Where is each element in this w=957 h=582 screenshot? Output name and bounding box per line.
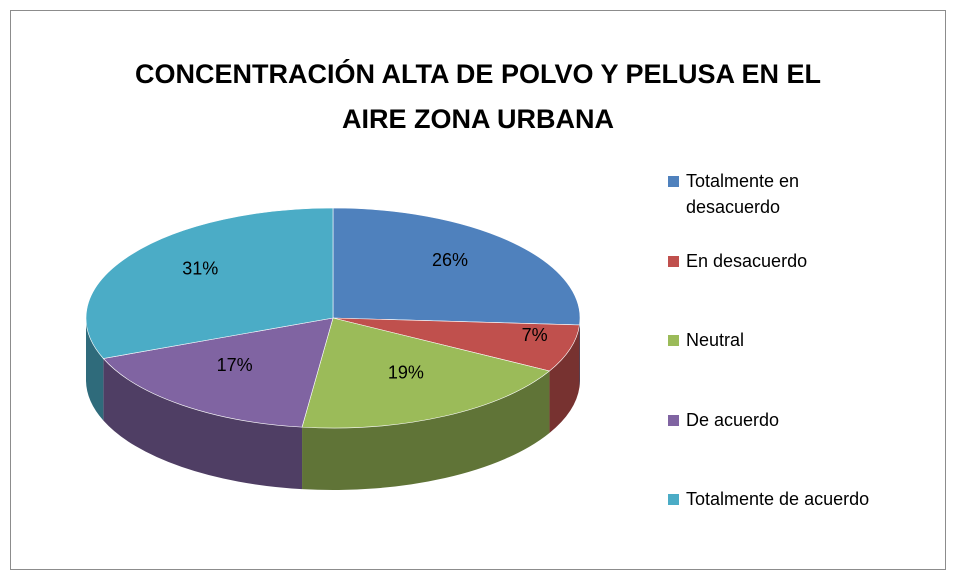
legend-item: Totalmente de acuerdo xyxy=(668,486,869,512)
data-label: 26% xyxy=(432,250,468,270)
legend-item: Totalmente en desacuerdo xyxy=(668,168,856,220)
slice xyxy=(102,317,334,428)
slice xyxy=(85,207,334,359)
slice xyxy=(332,317,580,372)
legend-swatch xyxy=(668,494,679,505)
slice-side xyxy=(302,370,550,490)
legend-label: En desacuerdo xyxy=(686,250,808,271)
legend-label: Totalmente en desacuerdo xyxy=(686,171,800,217)
legend-label: De acuerdo xyxy=(686,409,780,430)
legend-item: De acuerdo xyxy=(668,407,779,433)
slice-side xyxy=(86,318,104,421)
legend-swatch xyxy=(668,255,679,267)
data-label: 7% xyxy=(522,325,548,345)
legend-swatch xyxy=(668,176,679,187)
slice xyxy=(332,207,581,326)
data-label: 19% xyxy=(388,362,424,382)
legend-swatch xyxy=(668,335,679,346)
data-label: 31% xyxy=(182,259,218,279)
legend-label: Neutral xyxy=(686,330,745,350)
legend-item: En desacuerdo xyxy=(668,248,807,274)
legend-item: Neutral xyxy=(668,327,744,353)
chart-frame xyxy=(10,10,946,570)
data-label: 17% xyxy=(217,355,253,375)
chart-title: CONCENTRACIÓN ALTA DE POLVO Y PELUSA EN … xyxy=(134,59,822,134)
legend-label: Totalmente de acuerdo xyxy=(686,489,870,509)
slice-side xyxy=(103,358,303,490)
slice xyxy=(301,317,551,429)
slice-side xyxy=(549,324,580,433)
legend-swatch xyxy=(668,414,679,426)
